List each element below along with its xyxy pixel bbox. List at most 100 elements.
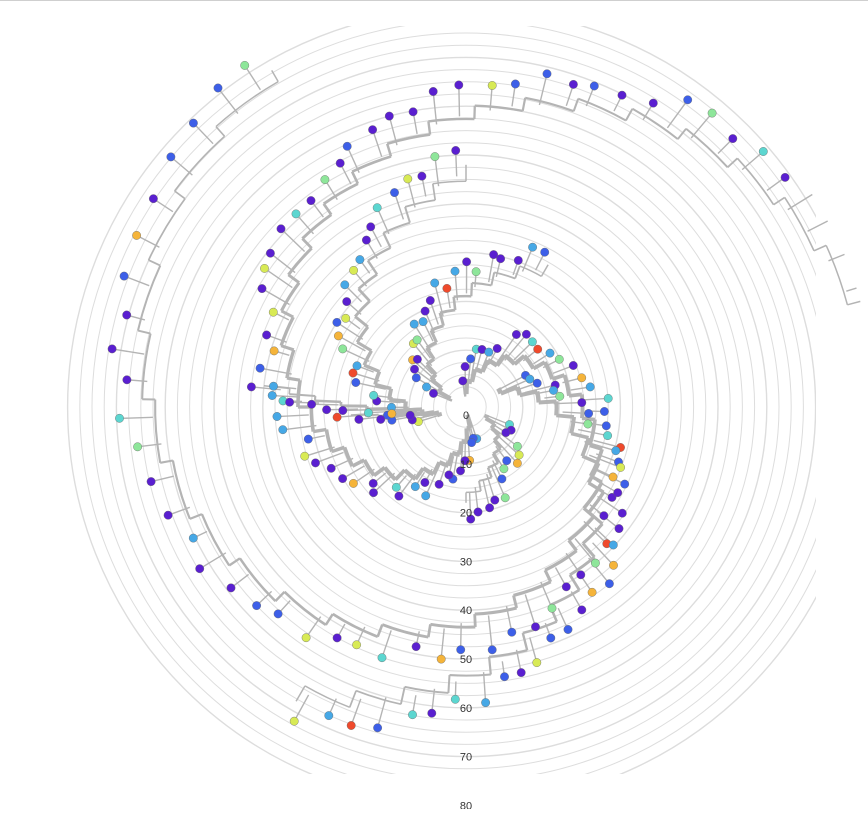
leaf-node[interactable] [511, 80, 519, 88]
leaf-node[interactable] [274, 610, 282, 618]
leaf-node[interactable] [327, 464, 335, 472]
leaf-node[interactable] [390, 188, 398, 196]
leaf-node[interactable] [304, 435, 312, 443]
leaf-node[interactable] [214, 84, 222, 92]
leaf-node[interactable] [462, 258, 470, 266]
leaf-node[interactable] [334, 332, 342, 340]
leaf-node[interactable] [514, 256, 522, 264]
leaf-node[interactable] [147, 477, 155, 485]
leaf-node[interactable] [412, 642, 420, 650]
leaf-node[interactable] [419, 317, 427, 325]
leaf-node[interactable] [528, 243, 536, 251]
leaf-node[interactable] [472, 268, 480, 276]
leaf-node[interactable] [515, 451, 523, 459]
leaf-node[interactable] [353, 362, 361, 370]
leaf-node[interactable] [451, 695, 459, 703]
leaf-node[interactable] [258, 284, 266, 292]
leaf-node[interactable] [325, 711, 333, 719]
leaf-node[interactable] [512, 330, 520, 338]
leaf-node[interactable] [279, 426, 287, 434]
leaf-node[interactable] [485, 504, 493, 512]
leaf-node[interactable] [481, 698, 489, 706]
leaf-node[interactable] [369, 479, 377, 487]
leaf-node[interactable] [120, 272, 128, 280]
leaf-node[interactable] [603, 431, 611, 439]
leaf-node[interactable] [343, 142, 351, 150]
leaf-node[interactable] [167, 153, 175, 161]
leaf-node[interactable] [395, 492, 403, 500]
leaf-node[interactable] [708, 109, 716, 117]
leaf-node[interactable] [588, 588, 596, 596]
leaf-node[interactable] [562, 583, 570, 591]
leaf-node[interactable] [502, 428, 510, 436]
leaf-node[interactable] [189, 119, 197, 127]
leaf-node[interactable] [503, 457, 511, 465]
leaf-node[interactable] [404, 175, 412, 183]
leaf-node[interactable] [227, 584, 235, 592]
leaf-node[interactable] [115, 414, 123, 422]
leaf-node[interactable] [343, 297, 351, 305]
leaf-node[interactable] [270, 347, 278, 355]
leaf-node[interactable] [590, 82, 598, 90]
leaf-node[interactable] [408, 711, 416, 719]
leaf-node[interactable] [123, 376, 131, 384]
leaf-node[interactable] [426, 296, 434, 304]
leaf-node[interactable] [422, 492, 430, 500]
leaf-node[interactable] [256, 364, 264, 372]
leaf-node[interactable] [526, 375, 534, 383]
leaf-node[interactable] [290, 717, 298, 725]
leaf-node[interactable] [569, 361, 577, 369]
leaf-node[interactable] [429, 389, 437, 397]
leaf-node[interactable] [364, 409, 372, 417]
leaf-node[interactable] [618, 509, 626, 517]
leaf-node[interactable] [388, 410, 396, 418]
leaf-node[interactable] [501, 494, 509, 502]
leaf-node[interactable] [269, 308, 277, 316]
leaf-node[interactable] [488, 646, 496, 654]
leaf-node[interactable] [584, 409, 592, 417]
leaf-node[interactable] [615, 524, 623, 532]
leaf-node[interactable] [605, 580, 613, 588]
leaf-node[interactable] [600, 407, 608, 415]
leaf-node[interactable] [333, 318, 341, 326]
leaf-node[interactable] [413, 355, 421, 363]
leaf-node[interactable] [584, 420, 592, 428]
leaf-node[interactable] [285, 398, 293, 406]
leaf-node[interactable] [189, 534, 197, 542]
leaf-node[interactable] [133, 443, 141, 451]
leaf-node[interactable] [455, 81, 463, 89]
leaf-node[interactable] [373, 204, 381, 212]
leaf-node[interactable] [378, 654, 386, 662]
leaf-node[interactable] [549, 386, 557, 394]
leaf-node[interactable] [307, 400, 315, 408]
leaf-node[interactable] [268, 391, 276, 399]
leaf-node[interactable] [461, 362, 469, 370]
leaf-node[interactable] [108, 345, 116, 353]
leaf-node[interactable] [262, 331, 270, 339]
leaf-node[interactable] [602, 422, 610, 430]
leaf-node[interactable] [609, 561, 617, 569]
leaf-node[interactable] [373, 724, 381, 732]
leaf-node[interactable] [356, 255, 364, 263]
leaf-node[interactable] [266, 249, 274, 257]
leaf-node[interactable] [311, 459, 319, 467]
leaf-node[interactable] [333, 634, 341, 642]
leaf-node[interactable] [339, 406, 347, 414]
leaf-node[interactable] [445, 471, 453, 479]
leaf-node[interactable] [392, 483, 400, 491]
leaf-node[interactable] [452, 146, 460, 154]
leaf-node[interactable] [533, 379, 541, 387]
leaf-node[interactable] [457, 646, 465, 654]
leaf-node[interactable] [614, 489, 622, 497]
leaf-node[interactable] [488, 81, 496, 89]
leaf-node[interactable] [528, 338, 536, 346]
leaf-node[interactable] [556, 392, 564, 400]
leaf-node[interactable] [369, 391, 377, 399]
leaf-node[interactable] [196, 565, 204, 573]
leaf-node[interactable] [362, 236, 370, 244]
leaf-node[interactable] [385, 112, 393, 120]
leaf-node[interactable] [578, 606, 586, 614]
leaf-node[interactable] [302, 634, 310, 642]
leaf-node[interactable] [149, 195, 157, 203]
leaf-node[interactable] [301, 452, 309, 460]
